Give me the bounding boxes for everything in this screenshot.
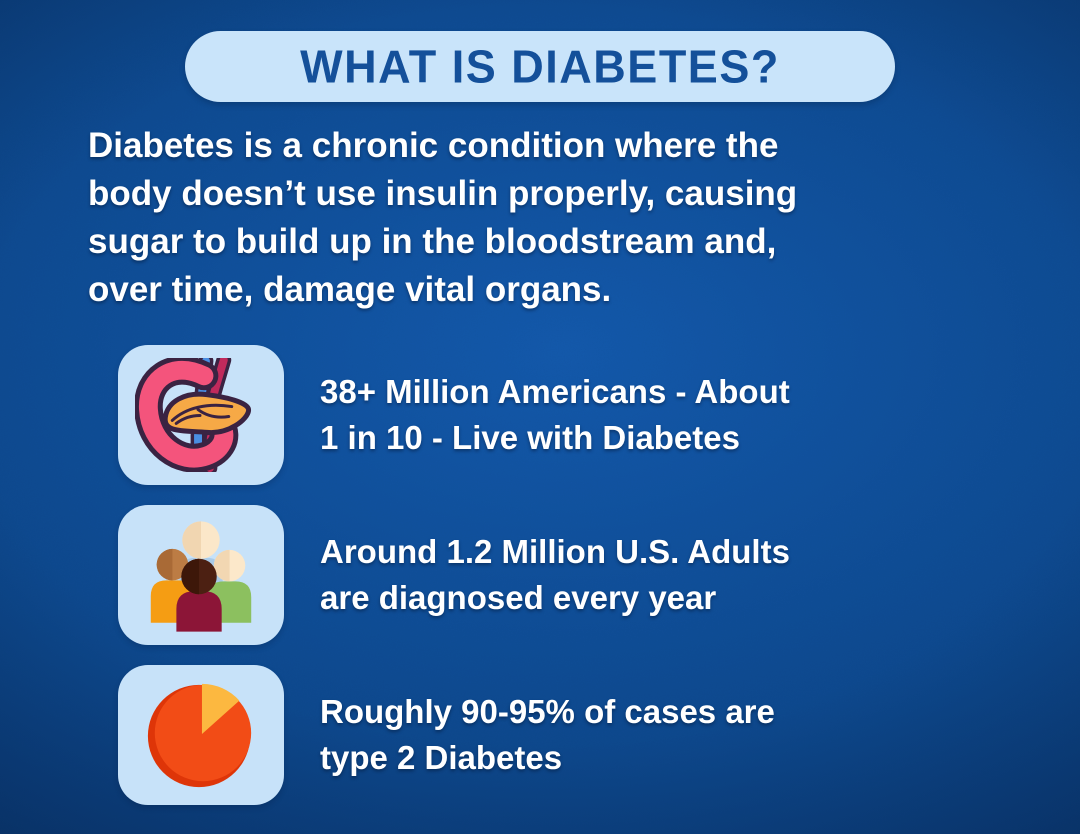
page-title: WHAT IS DIABETES?: [300, 39, 780, 93]
people-group-icon-card: [118, 505, 284, 645]
intro-line: over time, damage vital organs.: [88, 270, 612, 309]
stat-row-type2: Roughly 90-95% of cases are type 2 Diabe…: [118, 665, 790, 805]
title-banner: WHAT IS DIABETES?: [185, 31, 895, 102]
stat-line: 38+ Million Americans - About: [320, 373, 790, 410]
stat-text-diagnoses: Around 1.2 Million U.S. Adults are diagn…: [320, 529, 790, 621]
intro-paragraph: Diabetes is a chronic condition where th…: [88, 122, 797, 314]
pancreas-icon: [135, 358, 252, 472]
stat-text-prevalence: 38+ Million Americans - About 1 in 10 - …: [320, 369, 790, 461]
stat-row-prevalence: 38+ Million Americans - About 1 in 10 - …: [118, 345, 790, 485]
intro-line: body doesn’t use insulin properly, causi…: [88, 174, 798, 213]
stat-line: Around 1.2 Million U.S. Adults: [320, 533, 790, 570]
stat-line: type 2 Diabetes: [320, 739, 563, 776]
stat-rows: 38+ Million Americans - About 1 in 10 - …: [118, 345, 790, 805]
stat-text-type2: Roughly 90-95% of cases are type 2 Diabe…: [320, 689, 775, 781]
pie-chart-icon: [147, 683, 252, 788]
intro-line: Diabetes is a chronic condition where th…: [88, 126, 779, 165]
pie-chart-icon-card: [118, 665, 284, 805]
stat-line: are diagnosed every year: [320, 579, 717, 616]
intro-line: sugar to build up in the bloodstream and…: [88, 222, 777, 261]
stat-line: 1 in 10 - Live with Diabetes: [320, 419, 740, 456]
people-group-icon: [150, 521, 252, 632]
stat-row-diagnoses: Around 1.2 Million U.S. Adults are diagn…: [118, 505, 790, 645]
stat-line: Roughly 90-95% of cases are: [320, 693, 775, 730]
pancreas-icon-card: [118, 345, 284, 485]
